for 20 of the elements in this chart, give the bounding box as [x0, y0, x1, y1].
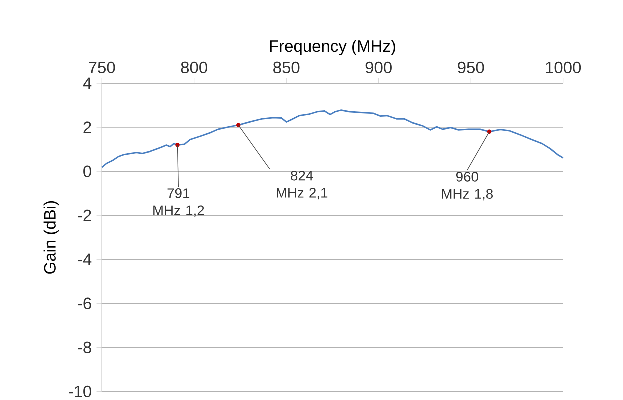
y-tick-label: 4	[83, 78, 92, 90]
x-axis-title: Frequency (MHz)	[270, 40, 396, 56]
y-tick-label: -8	[78, 342, 92, 354]
x-tick-label: 1000	[546, 62, 582, 74]
x-tick-label: 900	[366, 62, 392, 74]
annotation: 824 MHz 2,1	[277, 171, 328, 200]
annotation: 791 MHz 1,2	[154, 188, 204, 218]
x-tick-label: 750	[89, 62, 116, 74]
y-tick-label: 2	[84, 122, 92, 134]
x-tick-label: 850	[274, 62, 300, 74]
y-tick-label: -2	[78, 210, 92, 222]
y-tick-label: -6	[78, 298, 92, 310]
y-tick-label: -4	[78, 254, 92, 266]
y-tick-label: -10	[68, 386, 92, 398]
x-tick-label: 950	[458, 62, 484, 74]
annotation: 960 MHz 1,8	[442, 172, 493, 201]
line-series	[101, 110, 564, 169]
y-tick-label: 0	[84, 166, 92, 178]
x-tick-label: 800	[181, 62, 208, 74]
y-axis-title: Gain (dBi)	[44, 202, 60, 274]
